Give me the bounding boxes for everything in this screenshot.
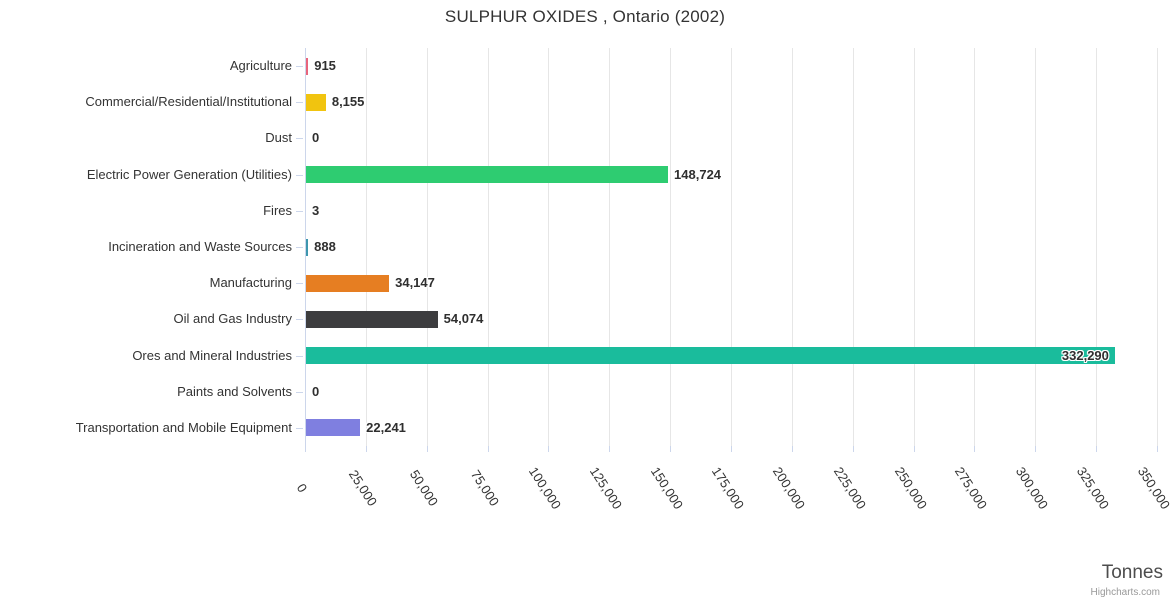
x-axis-tick-label: 100,000	[526, 464, 565, 512]
category-axis-tick	[296, 174, 303, 176]
category-label: Oil and Gas Industry	[173, 311, 293, 327]
x-axis-tick-label: 200,000	[769, 464, 808, 512]
gridline	[670, 48, 672, 446]
category-axis-tick	[296, 247, 303, 248]
category-label: Dust	[265, 130, 292, 146]
category-axis-tick	[296, 355, 303, 357]
x-axis-tick-label: 150,000	[648, 464, 687, 512]
gridline	[731, 48, 732, 446]
value-label: 0	[312, 383, 320, 399]
bar[interactable]	[306, 419, 361, 437]
value-label: 148,724	[674, 166, 722, 182]
value-label: 915	[314, 58, 336, 74]
bar[interactable]	[306, 93, 326, 111]
gridline	[365, 48, 367, 446]
bar[interactable]	[306, 310, 438, 328]
category-label: Transportation and Mobile Equipment	[75, 419, 292, 435]
x-axis-tick	[791, 446, 793, 452]
category-label: Electric Power Generation (Utilities)	[86, 166, 292, 182]
gridline	[913, 48, 915, 446]
category-label: Paints and Solvents	[177, 383, 292, 399]
category-axis-tick	[296, 66, 303, 68]
gridline	[1096, 48, 1098, 446]
x-axis-tick-label: 325,000	[1074, 464, 1113, 512]
gridline	[1157, 48, 1158, 446]
x-axis-tick-label: 350,000	[1134, 464, 1170, 512]
x-axis-tick	[974, 446, 976, 452]
value-label: 34,147	[395, 275, 435, 291]
x-axis-tick	[731, 446, 732, 452]
bar[interactable]	[306, 57, 309, 75]
category-axis-tick	[296, 283, 303, 285]
gridline	[487, 48, 489, 446]
x-axis-tick-label: 175,000	[708, 464, 748, 512]
category-axis-tick	[296, 319, 303, 321]
category-axis-tick	[296, 138, 303, 140]
x-axis-tick	[1157, 446, 1158, 452]
x-axis-tick-label: 300,000	[1013, 464, 1052, 512]
gridline	[426, 48, 428, 446]
x-axis-tick	[365, 446, 367, 452]
gridline	[548, 48, 550, 446]
x-axis-tick-label: 125,000	[587, 464, 626, 512]
category-label: Manufacturing	[209, 275, 292, 291]
x-axis-tick-label: 50,000	[406, 467, 441, 509]
x-axis-tick	[487, 446, 489, 452]
bar[interactable]	[306, 238, 309, 256]
bar[interactable]	[306, 166, 669, 184]
x-axis-tick	[1096, 446, 1098, 452]
value-label: 3	[312, 202, 320, 218]
category-label: Agriculture	[229, 58, 292, 74]
category-axis-tick	[296, 427, 303, 429]
value-label: 888	[314, 239, 336, 254]
value-label: 332,290	[1061, 347, 1109, 363]
chart-title: SULPHUR OXIDES , Ontario (2002)	[444, 7, 726, 26]
category-label: Commercial/Residential/Institutional	[85, 94, 292, 110]
value-label: 0	[312, 130, 320, 146]
category-label: Ores and Mineral Industries	[132, 347, 292, 363]
gridline	[609, 48, 611, 446]
gridline	[974, 48, 976, 446]
x-axis-title: Tonnes	[1101, 562, 1163, 583]
category-axis-tick	[296, 102, 303, 104]
x-axis-tick	[670, 446, 672, 452]
x-axis-tick	[913, 446, 915, 452]
x-axis-tick	[305, 446, 306, 452]
x-axis-tick-label: 275,000	[952, 464, 991, 512]
category-label: Incineration and Waste Sources	[108, 239, 292, 254]
x-axis-tick	[609, 446, 611, 452]
x-axis-tick	[1035, 446, 1037, 452]
x-axis-tick	[548, 446, 550, 452]
x-axis-tick	[426, 446, 428, 452]
category-axis-tick	[296, 210, 303, 212]
x-axis-tick-label: 225,000	[830, 464, 869, 512]
x-axis-tick-label: 75,000	[467, 467, 502, 509]
x-axis-tick-label: 0	[293, 480, 311, 496]
category-axis-line	[305, 48, 306, 447]
x-axis-tick	[852, 446, 854, 452]
bar[interactable]	[306, 274, 390, 292]
x-axis-tick-label: 250,000	[891, 464, 930, 512]
bar[interactable]	[306, 347, 1115, 365]
value-label: 22,241	[366, 419, 406, 435]
gridline	[1035, 48, 1037, 446]
category-label: Fires	[263, 202, 292, 218]
category-axis-tick	[296, 391, 303, 393]
value-label: 8,155	[331, 94, 365, 110]
x-axis-tick-label: 25,000	[345, 467, 380, 509]
highcharts-credit-link[interactable]: Highcharts.com	[1090, 587, 1160, 598]
value-label: 54,074	[443, 311, 484, 327]
gridline	[791, 48, 793, 446]
gridline	[852, 48, 854, 446]
